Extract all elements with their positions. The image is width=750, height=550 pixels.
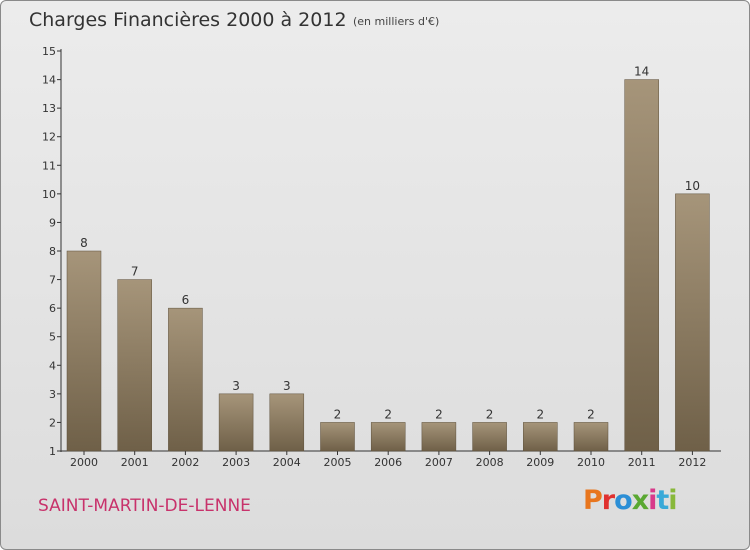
logo-letter: x [631,485,649,516]
bar [523,422,558,452]
logo-letter: i [648,485,657,516]
bar [66,250,102,452]
y-tick-label: 5 [49,331,56,344]
x-tick-label: 2001 [121,456,149,469]
data-label: 2 [435,407,443,421]
x-tick-label: 2009 [526,456,554,469]
bar [218,393,254,452]
data-label: 3 [232,379,240,393]
chart-unit: (en milliers d'€) [353,15,440,28]
x-tick-label: 2005 [324,456,352,469]
bar [168,307,203,452]
y-tick-label: 6 [49,302,56,315]
logo-letter: t [656,485,669,516]
logo-letter: i [668,485,677,516]
logo-letter: o [614,485,633,516]
proxiti-logo[interactable]: Proxiti [583,485,678,516]
bar [421,422,457,452]
data-label: 6 [182,293,190,307]
y-tick-label: 14 [42,74,56,87]
y-tick-label: 8 [49,245,56,258]
bar [573,422,609,452]
data-label: 8 [80,236,88,250]
y-tick-label: 1 [49,445,56,458]
data-label: 10 [685,179,700,193]
bar [117,279,152,452]
chart-title: Charges Financières 2000 à 2012 [29,9,347,31]
bar [675,193,710,452]
x-tick-label: 2004 [273,456,301,469]
y-tick-label: 7 [49,274,56,287]
bar [370,422,406,452]
bar [269,393,305,452]
data-label: 2 [587,407,595,421]
x-tick-label: 2011 [628,456,656,469]
x-tick-label: 2002 [171,456,199,469]
bars [66,79,710,452]
commune-name: SAINT-MARTIN-DE-LENNE [38,496,251,516]
x-tick-label: 2007 [425,456,453,469]
y-tick-label: 15 [42,45,56,58]
y-tick-label: 11 [42,159,56,172]
data-label: 14 [634,65,649,79]
y-tick-label: 13 [42,102,56,115]
bar [320,422,355,452]
data-label: 7 [131,265,139,279]
y-tick-label: 4 [49,359,56,372]
data-label: 2 [334,407,342,421]
labels: 8 2000 7 2001 6 2002 3 2003 3 2004 2 2005 2 2006 2 2007… [70,65,706,469]
y-tick-label: 9 [49,216,56,229]
data-label: 3 [283,379,291,393]
data-label: 2 [486,407,494,421]
y-tick-label: 3 [49,388,56,401]
bar [472,422,507,452]
logo-letter: P [583,485,603,516]
y-tick-label: 12 [42,131,56,144]
y-tick-label: 2 [49,416,56,429]
x-tick-label: 2008 [476,456,504,469]
x-tick-label: 2010 [577,456,605,469]
y-tick-label: 10 [42,188,56,201]
logo-letter: r [601,485,615,516]
data-label: 2 [384,407,392,421]
x-tick-label: 2012 [678,456,706,469]
x-tick-label: 2006 [374,456,402,469]
x-tick-label: 2003 [222,456,250,469]
bar [624,79,659,452]
x-tick-label: 2000 [70,456,98,469]
data-label: 2 [536,407,544,421]
